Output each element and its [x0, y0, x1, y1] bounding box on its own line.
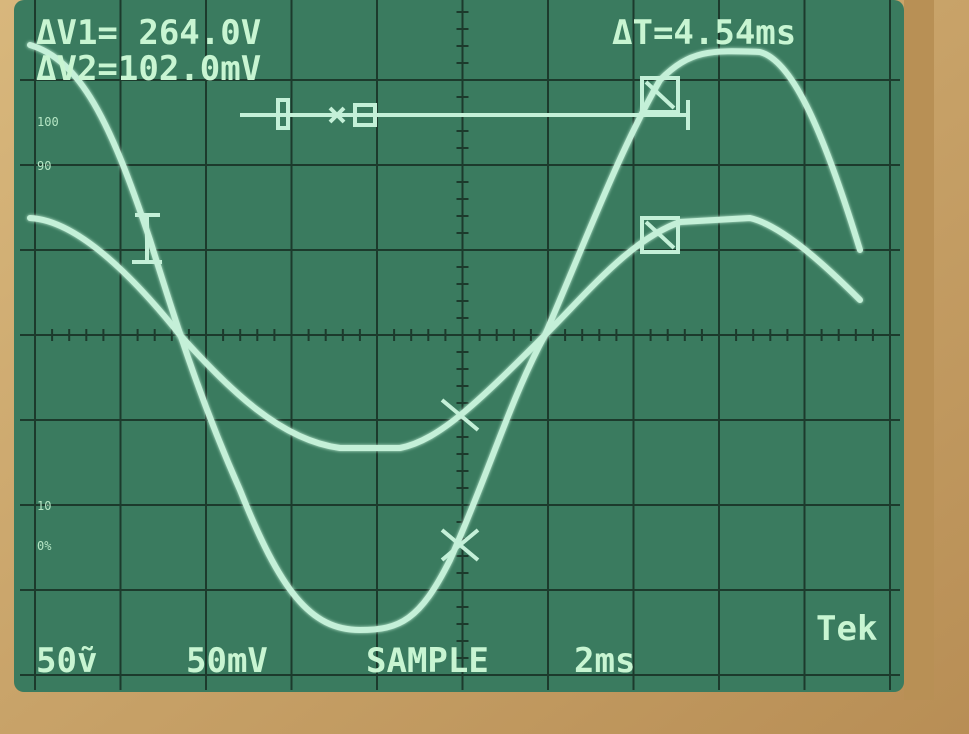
bezel-edge [904, 0, 934, 700]
oscilloscope-photo: ΔV1= 264.0V ΔV2=102.0mV ΔT=4.54ms 100 90… [0, 0, 969, 734]
ch2-scale: 50mV [186, 641, 268, 681]
delta-v2-readout: ΔV2=102.0mV [36, 49, 261, 89]
scale-mark: 90 [37, 159, 51, 173]
scale-mark: 100 [37, 115, 59, 129]
scale-mark: 0% [37, 539, 52, 553]
brand: Tek [816, 609, 877, 649]
scale-mark: 10 [37, 499, 51, 513]
timebase: 2ms [574, 641, 635, 681]
delta-v1-readout: ΔV1= 264.0V [36, 13, 261, 53]
delta-t-readout: ΔT=4.54ms [612, 13, 796, 53]
acquire-mode: SAMPLE [366, 641, 489, 681]
ch1-scale: 50ṽ [36, 641, 97, 681]
screen [14, 0, 904, 692]
